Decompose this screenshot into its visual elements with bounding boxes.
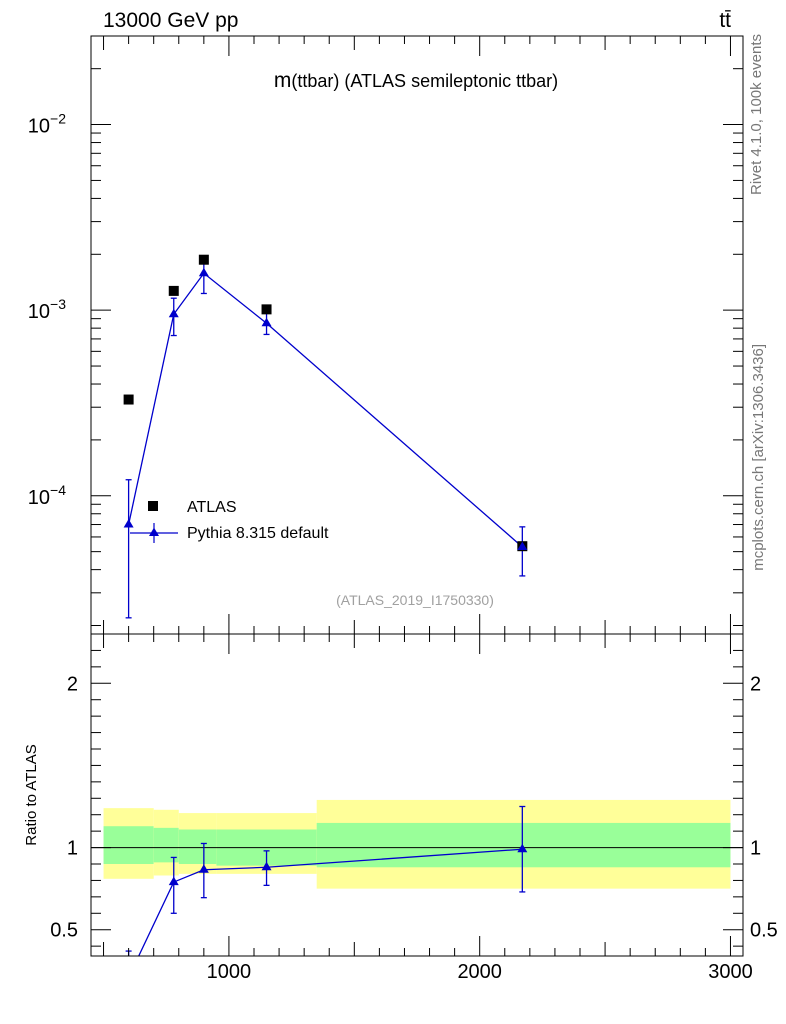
- analysis-tag: (ATLAS_2019_I1750330): [336, 592, 494, 608]
- band-inner: [178, 829, 217, 864]
- ratio-y-tick-label-left: 2: [67, 673, 78, 695]
- ratio-point: [261, 861, 272, 871]
- legend: ATLAS Pythia 8.315 default: [130, 499, 329, 543]
- x-tick-labels: 1000 2000 3000: [207, 961, 753, 983]
- atlas-point: [123, 394, 134, 405]
- mcplots-label: mcplots.cern.ch [arXiv:1306.3436]: [750, 344, 767, 571]
- main-plot-ticks: [91, 35, 743, 634]
- x-tick-label: 1000: [207, 961, 252, 983]
- main-plot-frame: [90, 35, 744, 635]
- ratio-uncertainty-bands: [91, 799, 743, 889]
- ratio-panel: 2 2 1 1 0.5 0.5 1000 2000 3000 Ratio to ATLAS: [23, 633, 778, 983]
- pythia-point: [198, 267, 209, 277]
- ratio-point: [168, 876, 179, 886]
- ratio-y-tick-label-right: 1: [750, 838, 761, 860]
- ratio-point: [517, 843, 528, 853]
- ratio-point: [124, 972, 134, 981]
- main-plot-y-tick-labels: 10−2 10−3 10−4: [28, 111, 66, 509]
- process-label: tt̄: [719, 9, 731, 32]
- pythia-point: [123, 519, 134, 528]
- ratio-ticks: [91, 633, 743, 956]
- plot-title: m(ttbar) (ATLAS semileptonic ttbar): [274, 69, 558, 92]
- main-plot-marks: [123, 254, 528, 619]
- pythia-point: [168, 308, 179, 318]
- ratio-y-axis-label: Ratio to ATLAS: [23, 744, 40, 845]
- atlas-point: [198, 254, 209, 265]
- band-inner: [153, 827, 179, 863]
- atlas-point: [168, 285, 179, 296]
- band-inner: [103, 826, 154, 864]
- legend-pythia-label: Pythia 8.315 default: [187, 525, 329, 542]
- x-tick-label: 2000: [457, 961, 502, 983]
- y-tick-label: 10−2: [28, 111, 66, 138]
- main-plot-panel: 10−2 10−3 10−4 m(ttbar) (ATLAS semileptoni…: [28, 35, 744, 635]
- rivet-label: Rivet 4.1.0, 100k events: [748, 34, 765, 195]
- x-tick-label: 3000: [708, 961, 753, 983]
- pythia-point: [517, 541, 528, 550]
- legend-atlas-marker: [148, 501, 158, 511]
- ratio-y-tick-label-right: 0.5: [750, 920, 778, 942]
- y-tick-label: 10−4: [28, 482, 66, 509]
- ratio-point: [198, 864, 209, 873]
- ratio-y-tick-label-left: 1: [67, 838, 78, 860]
- ratio-plot-frame: [90, 633, 744, 957]
- energy-label: 13000 GeV pp: [103, 9, 238, 32]
- band-inner: [316, 822, 731, 868]
- ratio-y-tick-label-right: 2: [750, 673, 761, 695]
- atlas-point: [261, 304, 272, 315]
- legend-pythia-marker: [149, 527, 159, 536]
- ratio-marks: [124, 805, 528, 981]
- legend-atlas-label: ATLAS: [187, 499, 237, 516]
- pythia-point: [261, 317, 272, 327]
- y-tick-label: 10−3: [28, 296, 66, 323]
- ratio-y-tick-labels: 2 2 1 1 0.5 0.5: [50, 673, 778, 941]
- ratio-y-tick-label-left: 0.5: [50, 920, 78, 942]
